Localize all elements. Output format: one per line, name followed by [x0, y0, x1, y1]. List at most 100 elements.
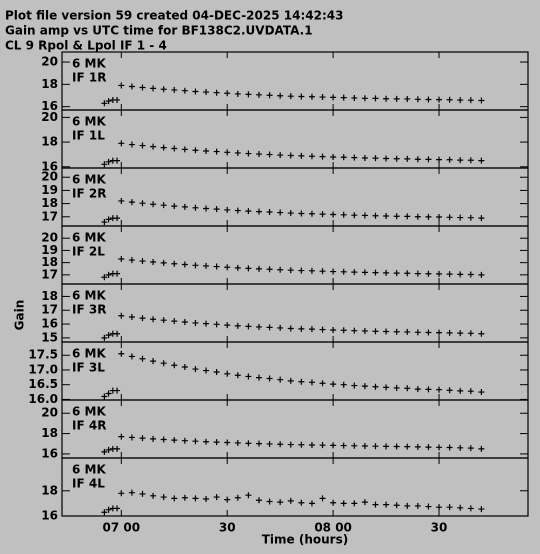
data-point [118, 140, 125, 147]
data-point [393, 443, 400, 450]
data-point [105, 98, 112, 105]
data-point [425, 213, 432, 220]
data-point [383, 443, 390, 450]
data-point [393, 502, 400, 509]
data-point [181, 146, 188, 153]
data-point [105, 446, 112, 453]
data-point [118, 255, 125, 262]
data-point [139, 315, 146, 322]
data-point [128, 434, 135, 441]
data-point [351, 154, 358, 161]
data-point [266, 440, 273, 447]
data-point [234, 439, 241, 446]
panel-label: 6 MK [72, 405, 106, 419]
data-point [319, 442, 326, 449]
data-point [266, 324, 273, 331]
panel-label: 6 MK [72, 347, 106, 361]
data-point [266, 209, 273, 216]
data-point [287, 267, 294, 274]
data-point [255, 497, 262, 504]
data-point [393, 95, 400, 102]
data-point [160, 360, 167, 367]
y-tick-label: 17 [41, 267, 58, 281]
data-point [245, 373, 252, 380]
data-point [330, 326, 337, 333]
data-point [160, 202, 167, 209]
data-point [383, 212, 390, 219]
data-point [150, 435, 157, 442]
data-point [478, 157, 485, 164]
y-tick-label: 17.0 [28, 362, 58, 376]
y-tick-label: 19 [41, 243, 58, 257]
data-point [213, 369, 220, 376]
data-point [105, 332, 112, 339]
data-point [351, 94, 358, 101]
data-point [224, 206, 231, 213]
data-point [245, 208, 252, 215]
data-point [192, 438, 199, 445]
y-tick-label: 16.5 [28, 377, 58, 391]
data-point [340, 94, 347, 101]
data-point [213, 439, 220, 446]
y-tick-label: 16 [41, 509, 58, 523]
data-point [330, 442, 337, 449]
data-point [340, 154, 347, 161]
data-point [213, 321, 220, 328]
y-tick-label: 19 [41, 183, 58, 197]
y-tick-label: 20 [41, 110, 58, 124]
panel-label: 6 MK [72, 173, 106, 187]
data-point [404, 270, 411, 277]
data-point [467, 330, 474, 337]
data-point [457, 157, 464, 164]
data-point [446, 504, 453, 511]
panel-label: 6 MK [72, 289, 106, 303]
data-point [150, 492, 157, 499]
data-point [114, 445, 121, 452]
data-point [128, 141, 135, 148]
data-point [139, 142, 146, 149]
data-point [308, 267, 315, 274]
data-point [457, 444, 464, 451]
x-tick-label: 30 [219, 521, 236, 535]
data-point [467, 97, 474, 104]
y-tick-label: 20 [41, 170, 58, 184]
data-point [457, 214, 464, 221]
data-point [181, 364, 188, 371]
data-point [383, 155, 390, 162]
data-point [203, 147, 210, 154]
data-point [128, 83, 135, 90]
data-point [351, 269, 358, 276]
data-point [192, 147, 199, 154]
y-tick-label: 16 [41, 446, 58, 460]
data-point [171, 260, 178, 267]
data-point [425, 270, 432, 277]
data-point [393, 384, 400, 391]
data-point [118, 350, 125, 357]
data-point [114, 330, 121, 337]
data-point [340, 500, 347, 507]
data-point [181, 494, 188, 501]
data-point [160, 259, 167, 266]
y-tick-label: 16 [41, 159, 58, 173]
data-point [330, 94, 337, 101]
data-point [139, 435, 146, 442]
data-point [457, 387, 464, 394]
data-point [192, 366, 199, 373]
data-point [330, 154, 337, 161]
data-point [171, 145, 178, 152]
data-point [319, 211, 326, 218]
data-point [203, 205, 210, 212]
data-point [404, 328, 411, 335]
data-point [436, 96, 443, 103]
data-point [171, 437, 178, 444]
data-point [467, 271, 474, 278]
data-point [128, 257, 135, 264]
y-tick-label: 18 [41, 426, 58, 440]
data-point [414, 443, 421, 450]
data-point [308, 441, 315, 448]
data-point [330, 499, 337, 506]
data-point [139, 258, 146, 265]
data-point [393, 270, 400, 277]
data-point [393, 328, 400, 335]
data-point [351, 212, 358, 219]
